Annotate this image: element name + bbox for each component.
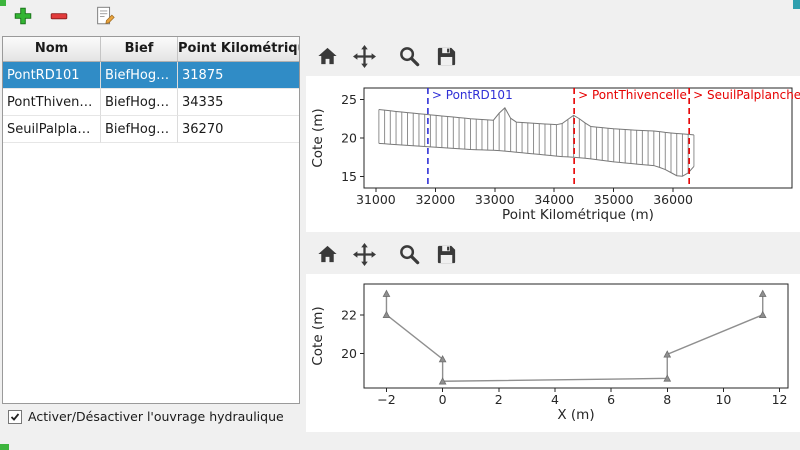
pan-button[interactable] [349,239,379,269]
svg-text:0: 0 [439,392,447,407]
zoom-button[interactable] [394,41,424,71]
cell-nom: SeuilPalplanches [3,116,101,143]
activate-checkbox-label: Activer/Désactiver l'ouvrage hydraulique [28,409,284,424]
svg-text:25: 25 [341,92,357,107]
cell-bief: BiefHogneau [101,62,178,89]
column-header-bief[interactable]: Bief [101,37,178,61]
svg-text:12: 12 [772,392,788,407]
save-button[interactable] [431,41,461,71]
svg-text:Point Kilométrique (m): Point Kilométrique (m) [502,207,654,223]
window-artifact-green-top [0,0,6,6]
svg-text:X (m): X (m) [557,407,594,423]
pan-button[interactable] [349,41,379,71]
svg-text:33000: 33000 [475,192,515,207]
svg-text:34000: 34000 [534,192,574,207]
section-chart-toolbar [312,238,461,270]
svg-text:−2: −2 [377,392,395,407]
table-row-pontrd101[interactable]: PontRD101 BiefHogneau 31875 [3,62,299,89]
cross-section-chart-canvas[interactable]: −2 0 2 4 6 8 10 12 20 22 X (m) Cote (m) [306,274,800,432]
plus-icon [14,7,32,25]
structures-table: Nom Bief Point Kilométrique PontRD101 Bi… [2,36,300,404]
svg-text:35000: 35000 [594,192,634,207]
activate-structure-row: Activer/Désactiver l'ouvrage hydraulique [8,409,284,424]
cell-bief: BiefHogneau [101,89,178,116]
minus-icon [50,13,68,20]
remove-structure-button[interactable] [46,3,72,29]
table-row-seuilpalplanches[interactable]: SeuilPalplanches BiefHogneau 36270 [3,116,299,143]
cell-bief: BiefHogneau [101,116,178,143]
profile-chart-canvas[interactable]: 31000 32000 33000 34000 35000 36000 15 20 25 Poin… [306,76,800,232]
svg-text:6: 6 [607,392,615,407]
home-button[interactable] [312,239,342,269]
save-icon [437,245,455,263]
svg-text:8: 8 [663,392,671,407]
cell-pk: 36270 [178,116,299,143]
cell-pk: 34335 [178,89,299,116]
edit-document-icon [97,6,115,25]
cell-nom: PontRD101 [3,62,101,89]
svg-text:32000: 32000 [415,192,455,207]
cell-nom: PontThivencelle [3,89,101,116]
svg-text:20: 20 [341,131,357,146]
svg-text:20: 20 [341,346,357,361]
profile-chart-toolbar [312,40,461,72]
magnifier-icon [399,244,419,264]
zoom-button[interactable] [394,239,424,269]
svg-text:36000: 36000 [653,192,693,207]
svg-text:10: 10 [715,392,731,407]
home-icon [317,47,337,64]
table-row-pontthivencelle[interactable]: PontThivencelle BiefHogneau 34335 [3,89,299,116]
svg-text:15: 15 [341,169,357,184]
svg-text:> PontThivencelle: > PontThivencelle [578,88,687,102]
table-header: Nom Bief Point Kilométrique [3,37,299,62]
window-artifact-green-bottom [0,444,9,450]
svg-text:4: 4 [551,392,559,407]
svg-text:Cote (m): Cote (m) [310,108,326,167]
svg-text:2: 2 [495,392,503,407]
save-icon [437,47,455,65]
home-icon [317,245,337,262]
magnifier-icon [399,46,419,66]
window-artifact-teal [793,0,800,9]
column-header-nom[interactable]: Nom [3,37,101,61]
check-icon [10,412,20,421]
svg-text:> SeuilPalplanches: > SeuilPalplanches [693,88,800,102]
svg-text:Cote (m): Cote (m) [310,306,326,365]
cell-pk: 31875 [178,62,299,89]
charts-panel: 31000 32000 33000 34000 35000 36000 15 20 25 Poin… [306,32,800,450]
edit-structure-button[interactable] [92,3,118,29]
svg-text:22: 22 [341,307,357,322]
svg-text:31000: 31000 [356,192,396,207]
move-icon [352,242,376,266]
activate-checkbox[interactable] [8,409,22,424]
svg-text:> PontRD101: > PontRD101 [432,88,513,102]
save-button[interactable] [431,239,461,269]
move-icon [352,44,376,68]
add-structure-button[interactable] [10,3,36,29]
home-button[interactable] [312,41,342,71]
column-header-pk[interactable]: Point Kilométrique [178,41,299,56]
main-toolbar [0,0,800,32]
